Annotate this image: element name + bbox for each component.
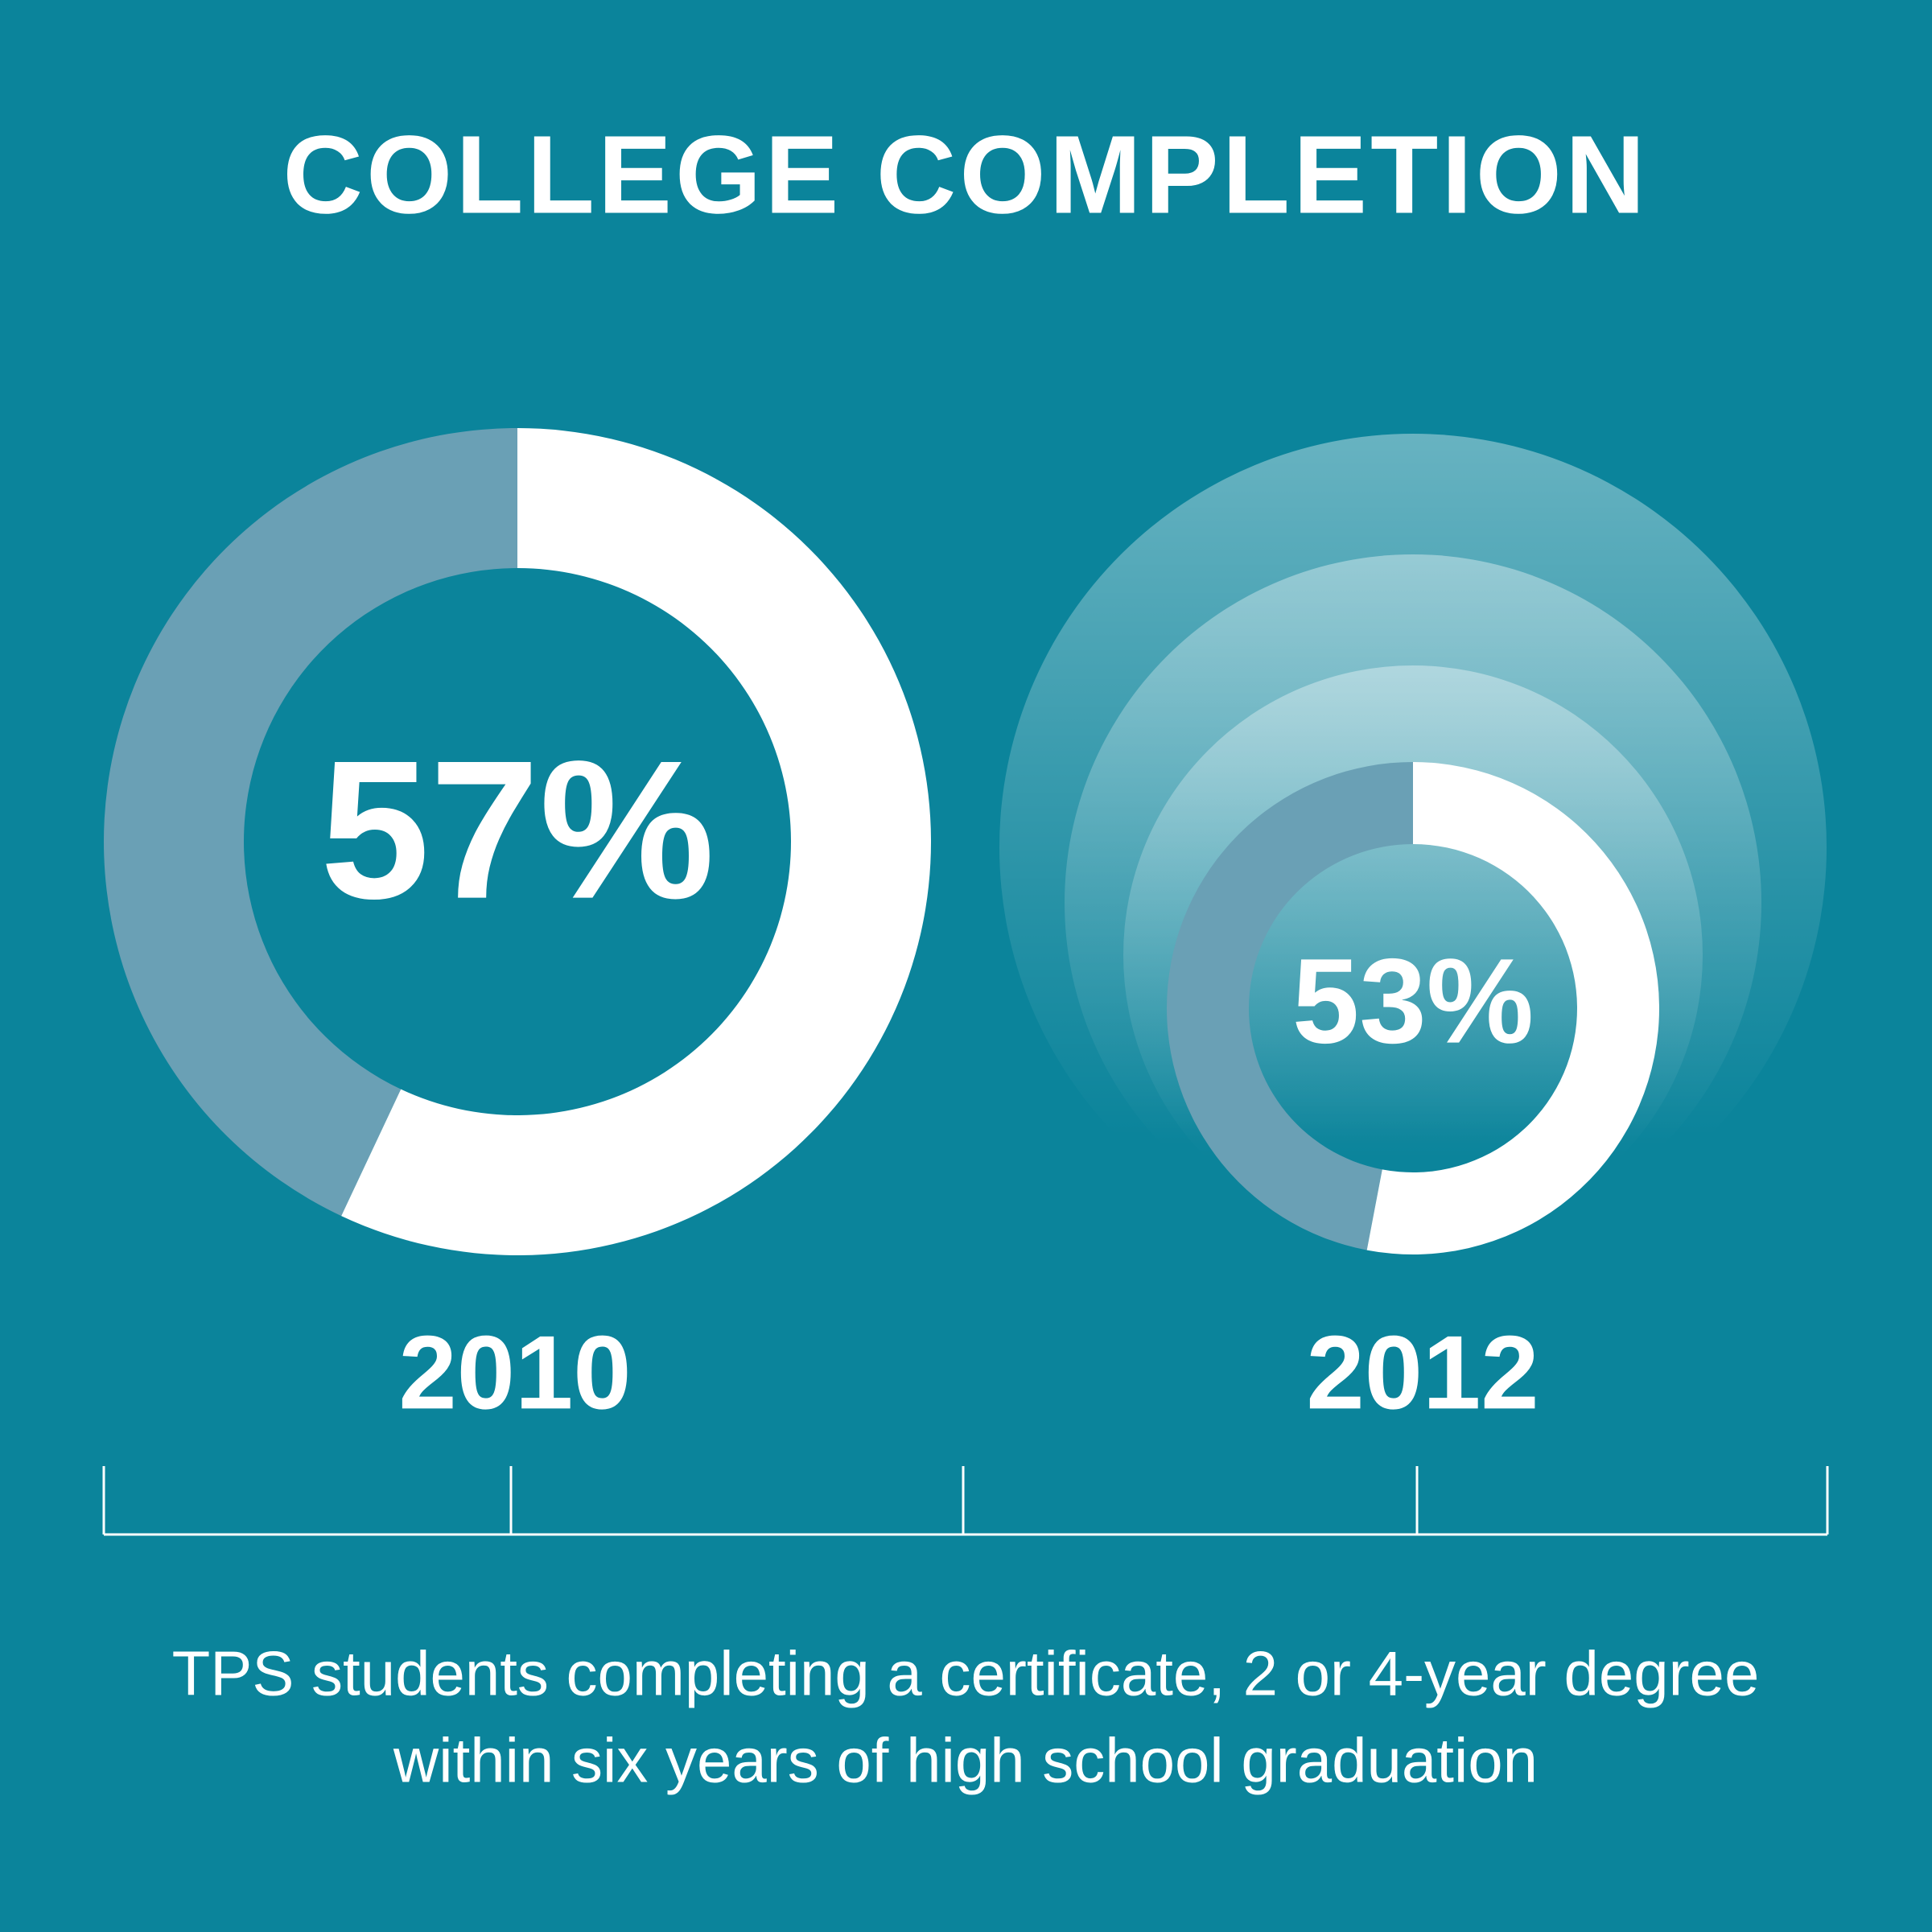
chart-title: COLLEGE COMPLETION bbox=[282, 113, 1648, 237]
timeline bbox=[102, 1466, 1829, 1536]
donut-arc bbox=[341, 428, 932, 1255]
caption-line: within six years of high school graduati… bbox=[393, 1725, 1538, 1796]
remainder-arc bbox=[103, 428, 517, 1217]
value-label: 57% bbox=[320, 719, 715, 940]
remainder-arc bbox=[1166, 762, 1413, 1250]
halos bbox=[999, 434, 1827, 1261]
caption-line: TPS students completing a certificate, 2… bbox=[172, 1638, 1760, 1709]
donut-arc bbox=[1366, 762, 1659, 1254]
value-label: 53% bbox=[1292, 933, 1534, 1069]
year-label: 2010 bbox=[398, 1313, 631, 1431]
year-label: 2012 bbox=[1306, 1313, 1539, 1431]
